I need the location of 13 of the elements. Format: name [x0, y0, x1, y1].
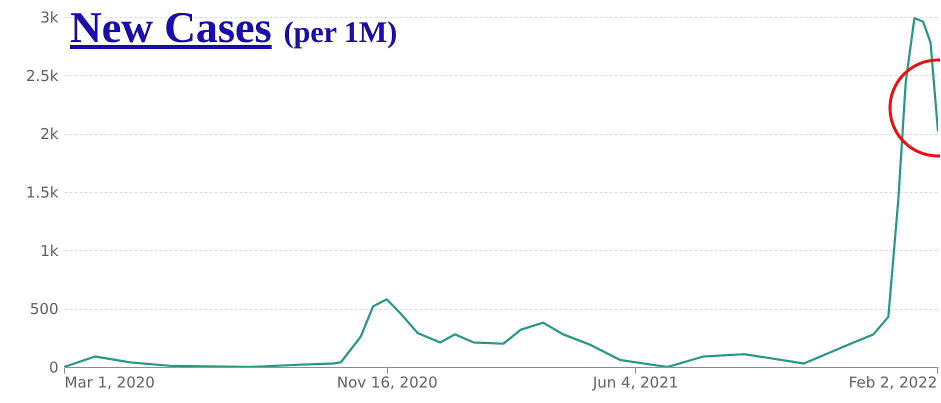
chart-subtitle: (per 1M) — [284, 16, 398, 49]
y-tick-label: 0 — [48, 358, 58, 376]
y-tick-label: 500 — [30, 300, 58, 318]
y-tick-label: 1k — [40, 242, 59, 260]
x-tick-label: Nov 16, 2020 — [336, 374, 438, 392]
x-tick-label: Feb 2, 2022 — [848, 374, 938, 392]
x-tick-label: Mar 1, 2020 — [64, 374, 155, 392]
y-tick-label: 1.5k — [26, 184, 59, 202]
y-tick-label: 2.5k — [26, 66, 59, 85]
x-tick-label: Jun 4, 2021 — [592, 374, 678, 392]
chart-title: New Cases — [70, 3, 272, 52]
y-tick-label: 3k — [40, 8, 59, 26]
y-tick-label: 2k — [40, 125, 59, 144]
